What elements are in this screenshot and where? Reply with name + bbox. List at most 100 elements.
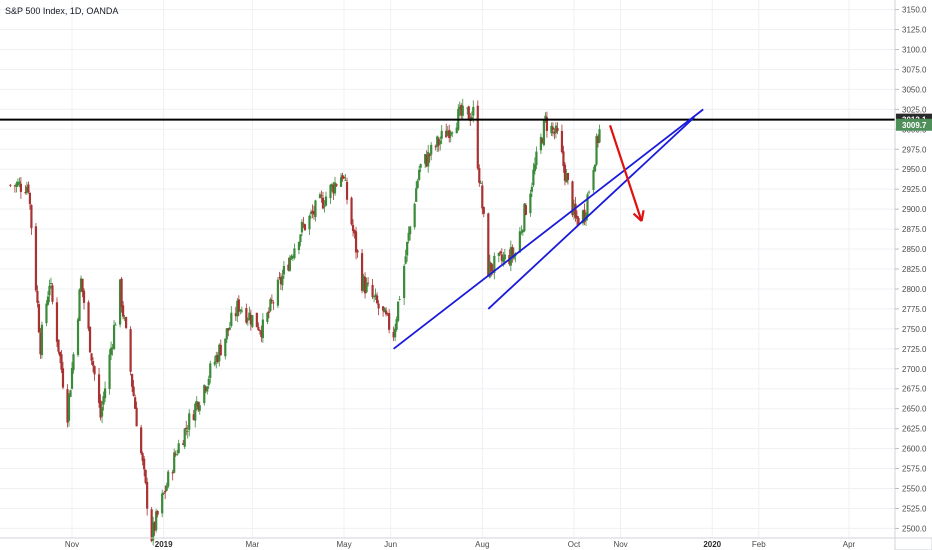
- candle-down: [82, 290, 86, 303]
- candle-up: [427, 151, 430, 167]
- candle-down: [500, 254, 503, 261]
- price-tick-label: 3100.0: [902, 45, 927, 54]
- candle-up: [593, 164, 597, 172]
- candle-down: [171, 472, 174, 474]
- price-axis[interactable]: 2500.0 2525.0 2550.0 2575.0 2600.0 2625.0 2650…: [894, 0, 932, 538]
- candle-up: [78, 289, 81, 322]
- candle-up: [46, 296, 50, 305]
- candle-down: [125, 317, 128, 328]
- candle-up: [374, 294, 377, 297]
- candle-up: [269, 299, 272, 311]
- candle-up: [40, 324, 44, 356]
- candle-down: [245, 308, 248, 323]
- candle-down: [596, 136, 600, 143]
- candle-down: [197, 402, 200, 410]
- candle-up: [25, 186, 29, 193]
- candle-up: [509, 247, 512, 266]
- candle-up: [586, 194, 589, 217]
- candle-up: [15, 183, 18, 187]
- candle-down: [460, 105, 463, 116]
- candle-down: [566, 173, 570, 181]
- candle-down: [146, 481, 149, 509]
- candle-down: [583, 209, 586, 223]
- candle-up: [472, 106, 475, 116]
- candle-down: [560, 130, 564, 153]
- candle-down: [371, 284, 374, 297]
- candle-up: [309, 212, 313, 215]
- candle-up: [418, 169, 421, 180]
- candle-down: [99, 400, 102, 418]
- candle-up: [102, 396, 105, 405]
- candle-up: [409, 226, 412, 235]
- candle-up: [248, 312, 251, 320]
- candle-down: [321, 197, 325, 209]
- candle-up: [100, 406, 104, 417]
- price-tick-label: 2775.0: [902, 305, 927, 314]
- price-tick-label: 2675.0: [902, 385, 927, 394]
- candle-up: [266, 312, 269, 322]
- candle-up: [70, 368, 74, 389]
- trendline-lower: [487, 116, 695, 310]
- candle-down: [445, 130, 448, 138]
- candle-up: [440, 130, 443, 139]
- candle-down: [350, 197, 353, 225]
- candle-up: [372, 296, 376, 298]
- candle-down: [66, 389, 69, 423]
- price-tick-label: 2950.0: [902, 165, 927, 174]
- candle-up: [523, 203, 526, 232]
- candle-up: [49, 283, 53, 285]
- price-tick-label: 2550.0: [902, 485, 927, 494]
- candle-up: [224, 338, 227, 357]
- candle-up: [403, 265, 406, 299]
- time-tick-label: Jun: [384, 540, 397, 549]
- candle-down: [332, 185, 335, 194]
- candle-up: [458, 106, 461, 110]
- candle-down: [97, 374, 101, 403]
- time-axis[interactable]: Nov 2019 Mar May Jun Aug Oct Nov 2020 Feb Apr: [0, 537, 932, 550]
- candle-down: [382, 306, 385, 311]
- candle-down: [234, 313, 237, 317]
- candle-up: [195, 401, 198, 406]
- candle-down: [121, 305, 125, 317]
- candle-up: [165, 485, 168, 491]
- candle-up: [451, 132, 454, 134]
- candle-up: [161, 493, 164, 514]
- candle-down: [562, 151, 565, 167]
- candle-down: [90, 353, 93, 361]
- candle-up: [488, 261, 491, 278]
- time-tick-label: Nov: [613, 540, 627, 549]
- candle-down: [575, 215, 579, 219]
- candle-down: [574, 203, 577, 218]
- price-tick-label: 2825.0: [902, 265, 927, 274]
- price-tick-label: 2975.0: [902, 145, 927, 154]
- candle-down: [141, 453, 144, 461]
- candle-down: [9, 184, 12, 186]
- candle-up: [162, 492, 165, 495]
- candle-down: [385, 310, 388, 315]
- candle-up: [344, 179, 347, 181]
- candle-up: [314, 200, 317, 217]
- candle-down: [481, 185, 484, 209]
- candle-up: [318, 194, 322, 199]
- candle-down: [57, 339, 60, 352]
- candle-up: [424, 154, 427, 164]
- price-tick-label: 3025.0: [902, 105, 927, 114]
- candle-up: [203, 384, 206, 404]
- candle-down: [55, 302, 59, 342]
- candle-up: [72, 354, 75, 371]
- candle-down: [156, 511, 159, 515]
- candle-up: [436, 136, 439, 147]
- candle-up: [45, 303, 48, 324]
- candle-up: [48, 285, 51, 296]
- candle-down: [287, 264, 290, 271]
- candle-up: [261, 319, 264, 339]
- candle-up: [167, 471, 170, 487]
- price-tick-label: 2575.0: [902, 465, 927, 474]
- candle-up: [595, 136, 598, 165]
- candle-up: [394, 328, 397, 338]
- candle-up: [544, 115, 547, 120]
- candle-down: [375, 295, 379, 304]
- candle-up: [282, 266, 286, 275]
